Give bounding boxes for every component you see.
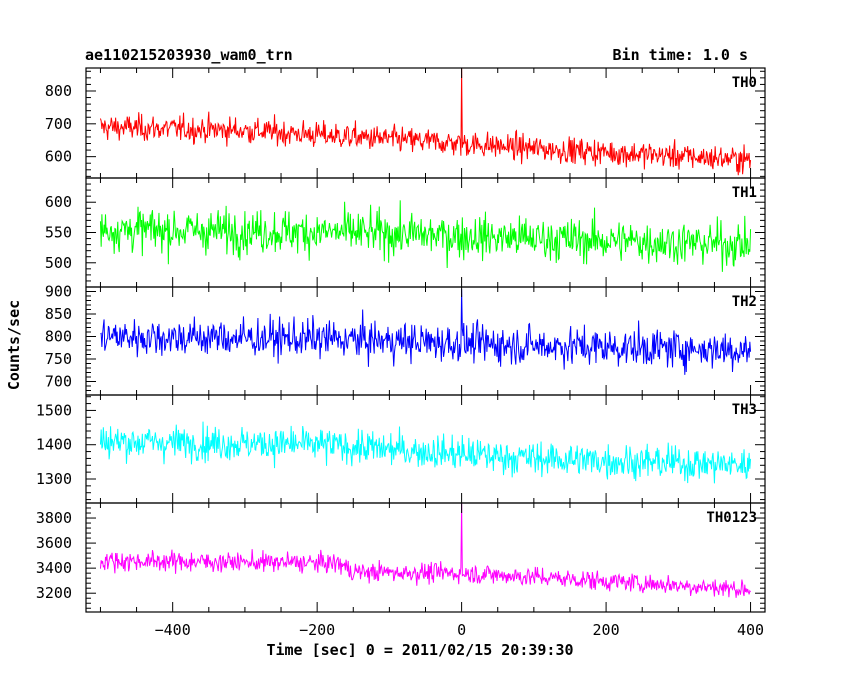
panel-th0: 600 700 800 TH0	[45, 67, 766, 179]
panels-group: 600 700 800 TH0 500 550 600 TH1 700 750 800 850 900 T…	[36, 67, 766, 639]
y-tick-label: 3800	[36, 509, 72, 527]
panel-th3: 1300 1400 1500 TH3	[36, 394, 766, 504]
y-tick-label: 850	[45, 305, 72, 323]
x-axis-title: Time [sec] 0 = 2011/02/15 20:39:30	[266, 641, 573, 659]
x-tick-label: −400	[155, 621, 191, 639]
panel-th0123: 3200 3400 3600 3800 TH0123	[36, 502, 766, 613]
y-tick-label: 600	[45, 148, 72, 166]
y-tick-label: 1300	[36, 470, 72, 488]
y-tick-label: 1400	[36, 436, 72, 454]
x-tick-label: 0	[457, 621, 466, 639]
y-tick-label: 600	[45, 193, 72, 211]
y-tick-label: 3200	[36, 584, 72, 602]
panel-frame	[85, 502, 766, 613]
series-line-th0	[99, 68, 752, 176]
y-tick-label: 1500	[36, 401, 72, 419]
x-tick-label: 200	[593, 621, 620, 639]
panel-label-th0: TH0	[732, 75, 757, 91]
y-tick-label: 3400	[36, 559, 72, 577]
panel-label-th2: TH2	[732, 294, 757, 310]
series-line-th1	[99, 200, 752, 272]
y-axis-title: Counts/sec	[5, 300, 23, 390]
y-tick-label: 800	[45, 82, 72, 100]
panel-label-th0123: TH0123	[706, 510, 757, 526]
panel-label-th3: TH3	[732, 402, 757, 418]
panel-label-th1: TH1	[732, 185, 757, 201]
y-tick-label: 750	[45, 350, 72, 368]
panel-th2: 700 750 800 850 900 TH2	[45, 283, 766, 396]
panel-th1: 500 550 600 TH1	[45, 177, 766, 288]
y-tick-label: 3600	[36, 534, 72, 552]
y-tick-label: 900	[45, 283, 72, 301]
series-line-th0123	[99, 503, 751, 598]
series-line-th3	[99, 421, 752, 484]
y-tick-label: 800	[45, 328, 72, 346]
observation-id-label: ae110215203930_wam0_trn	[85, 46, 293, 64]
y-tick-label: 700	[45, 115, 72, 133]
y-tick-label: 500	[45, 254, 72, 272]
bin-time-label: Bin time: 1.0 s	[613, 46, 748, 64]
y-tick-label: 550	[45, 224, 72, 242]
x-tick-label: 400	[737, 621, 764, 639]
series-line-th2	[100, 289, 752, 375]
y-tick-label: 700	[45, 373, 72, 391]
x-tick-label: −200	[299, 621, 335, 639]
